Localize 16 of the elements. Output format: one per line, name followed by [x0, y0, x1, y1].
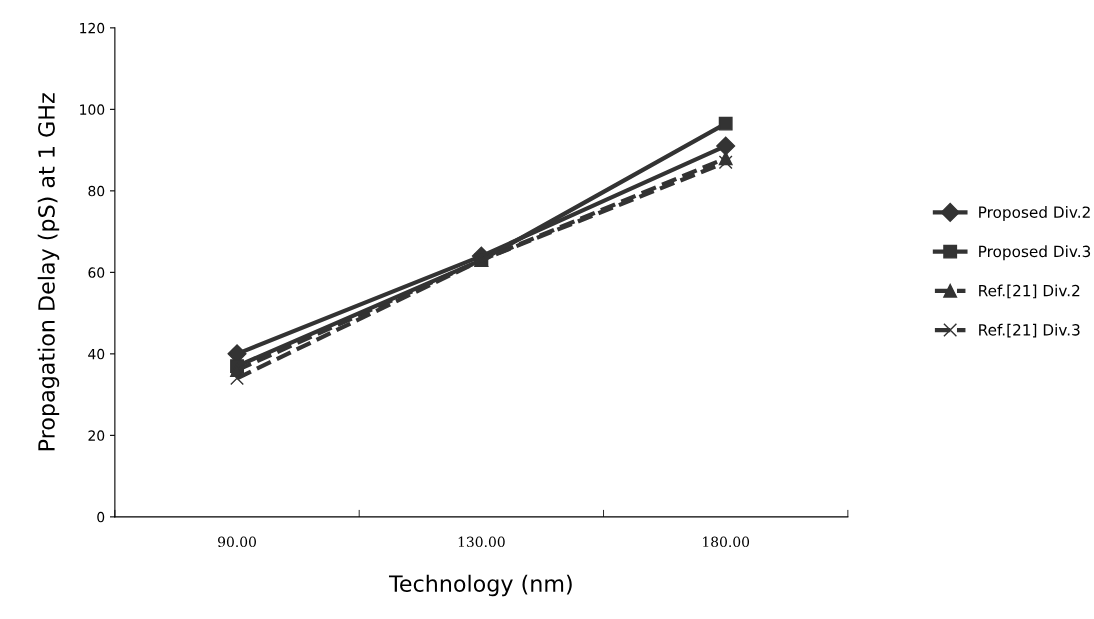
y-axis-title: Propagation Delay (pS) at 1 GHz: [37, 93, 60, 451]
y-tick-label: 80: [88, 185, 105, 197]
x-tick-label: 180.00: [703, 536, 750, 548]
y-tick-label: 120: [80, 22, 105, 34]
y-tick-label: 20: [88, 430, 105, 441]
x-axis-title: Technology (nm): [388, 574, 572, 597]
legend-label: Proposed Div.2: [979, 206, 1090, 221]
legend-label: Ref.[21] Div.2: [979, 284, 1080, 299]
x-tick-label: 130.00: [458, 536, 505, 548]
x-tick-label: 90.00: [218, 536, 256, 548]
y-tick-label: 40: [88, 348, 105, 360]
legend-label: Proposed Div.3: [979, 245, 1091, 261]
legend-label: Ref.[21] Div.3: [979, 323, 1080, 338]
y-tick-label: 0: [97, 511, 105, 523]
y-tick-label: 100: [80, 104, 105, 115]
y-tick-label: 60: [88, 267, 105, 278]
